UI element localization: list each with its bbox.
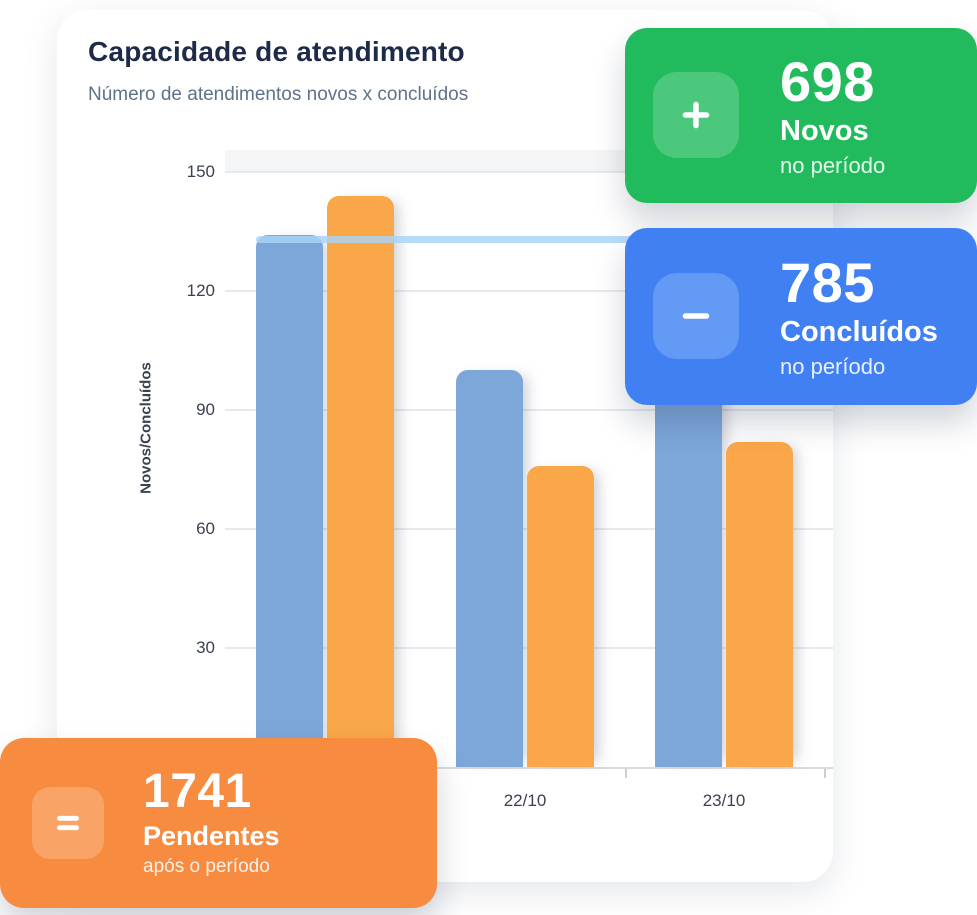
pendentes-stat-card[interactable]: 1741 Pendentes após o período — [0, 738, 437, 908]
y-tick-label: 60 — [196, 519, 215, 538]
bar-novos-2[interactable] — [456, 370, 523, 767]
y-axis-ticks: 30 60 90 120 150 — [157, 162, 215, 767]
page-subtitle: Número de atendimentos novos x concluído… — [88, 84, 469, 105]
x-axis-label: 22/10 — [503, 791, 547, 810]
grid-line — [225, 171, 833, 173]
pendentes-value: 1741 — [143, 765, 252, 819]
x-axis-line — [225, 767, 833, 769]
grid-line — [225, 409, 833, 411]
novos-stat-card[interactable]: 698 Novos no período — [625, 28, 977, 203]
equals-icon — [32, 787, 104, 859]
bar-concluídos-2[interactable] — [527, 465, 594, 767]
novos-value: 698 — [780, 49, 875, 113]
grid-line — [225, 290, 833, 292]
bar-concluídos-1[interactable] — [327, 195, 394, 767]
x-axis-tick — [625, 769, 627, 778]
concluidos-caption: no período — [780, 353, 886, 379]
x-axis-label: 23/10 — [702, 791, 746, 810]
pendentes-label: Pendentes — [143, 820, 280, 851]
concluidos-value: 785 — [780, 250, 875, 314]
x-axis-tick — [824, 769, 826, 778]
bar-novos-1[interactable] — [256, 235, 323, 767]
bar-novos-3[interactable] — [655, 350, 722, 767]
y-axis-title: Novos/Concluídos — [137, 362, 155, 494]
y-tick-label: 120 — [186, 281, 215, 300]
minus-icon — [653, 273, 739, 359]
x-axis-labels: 22/10 23/10 — [225, 791, 833, 817]
pendentes-caption: após o período — [143, 855, 270, 877]
y-tick-label: 90 — [196, 400, 215, 419]
page-title: Capacidade de atendimento — [88, 36, 465, 67]
y-tick-label: 150 — [186, 162, 215, 181]
reference-line — [256, 236, 833, 244]
y-tick-label: 30 — [196, 638, 215, 657]
bar-concluídos-3[interactable] — [726, 441, 793, 767]
novos-label: Novos — [780, 114, 869, 147]
novos-caption: no período — [780, 152, 886, 178]
concluidos-stat-card[interactable]: 785 Concluídos no período — [625, 228, 977, 405]
plus-icon — [653, 72, 739, 158]
concluidos-label: Concluídos — [780, 315, 938, 348]
